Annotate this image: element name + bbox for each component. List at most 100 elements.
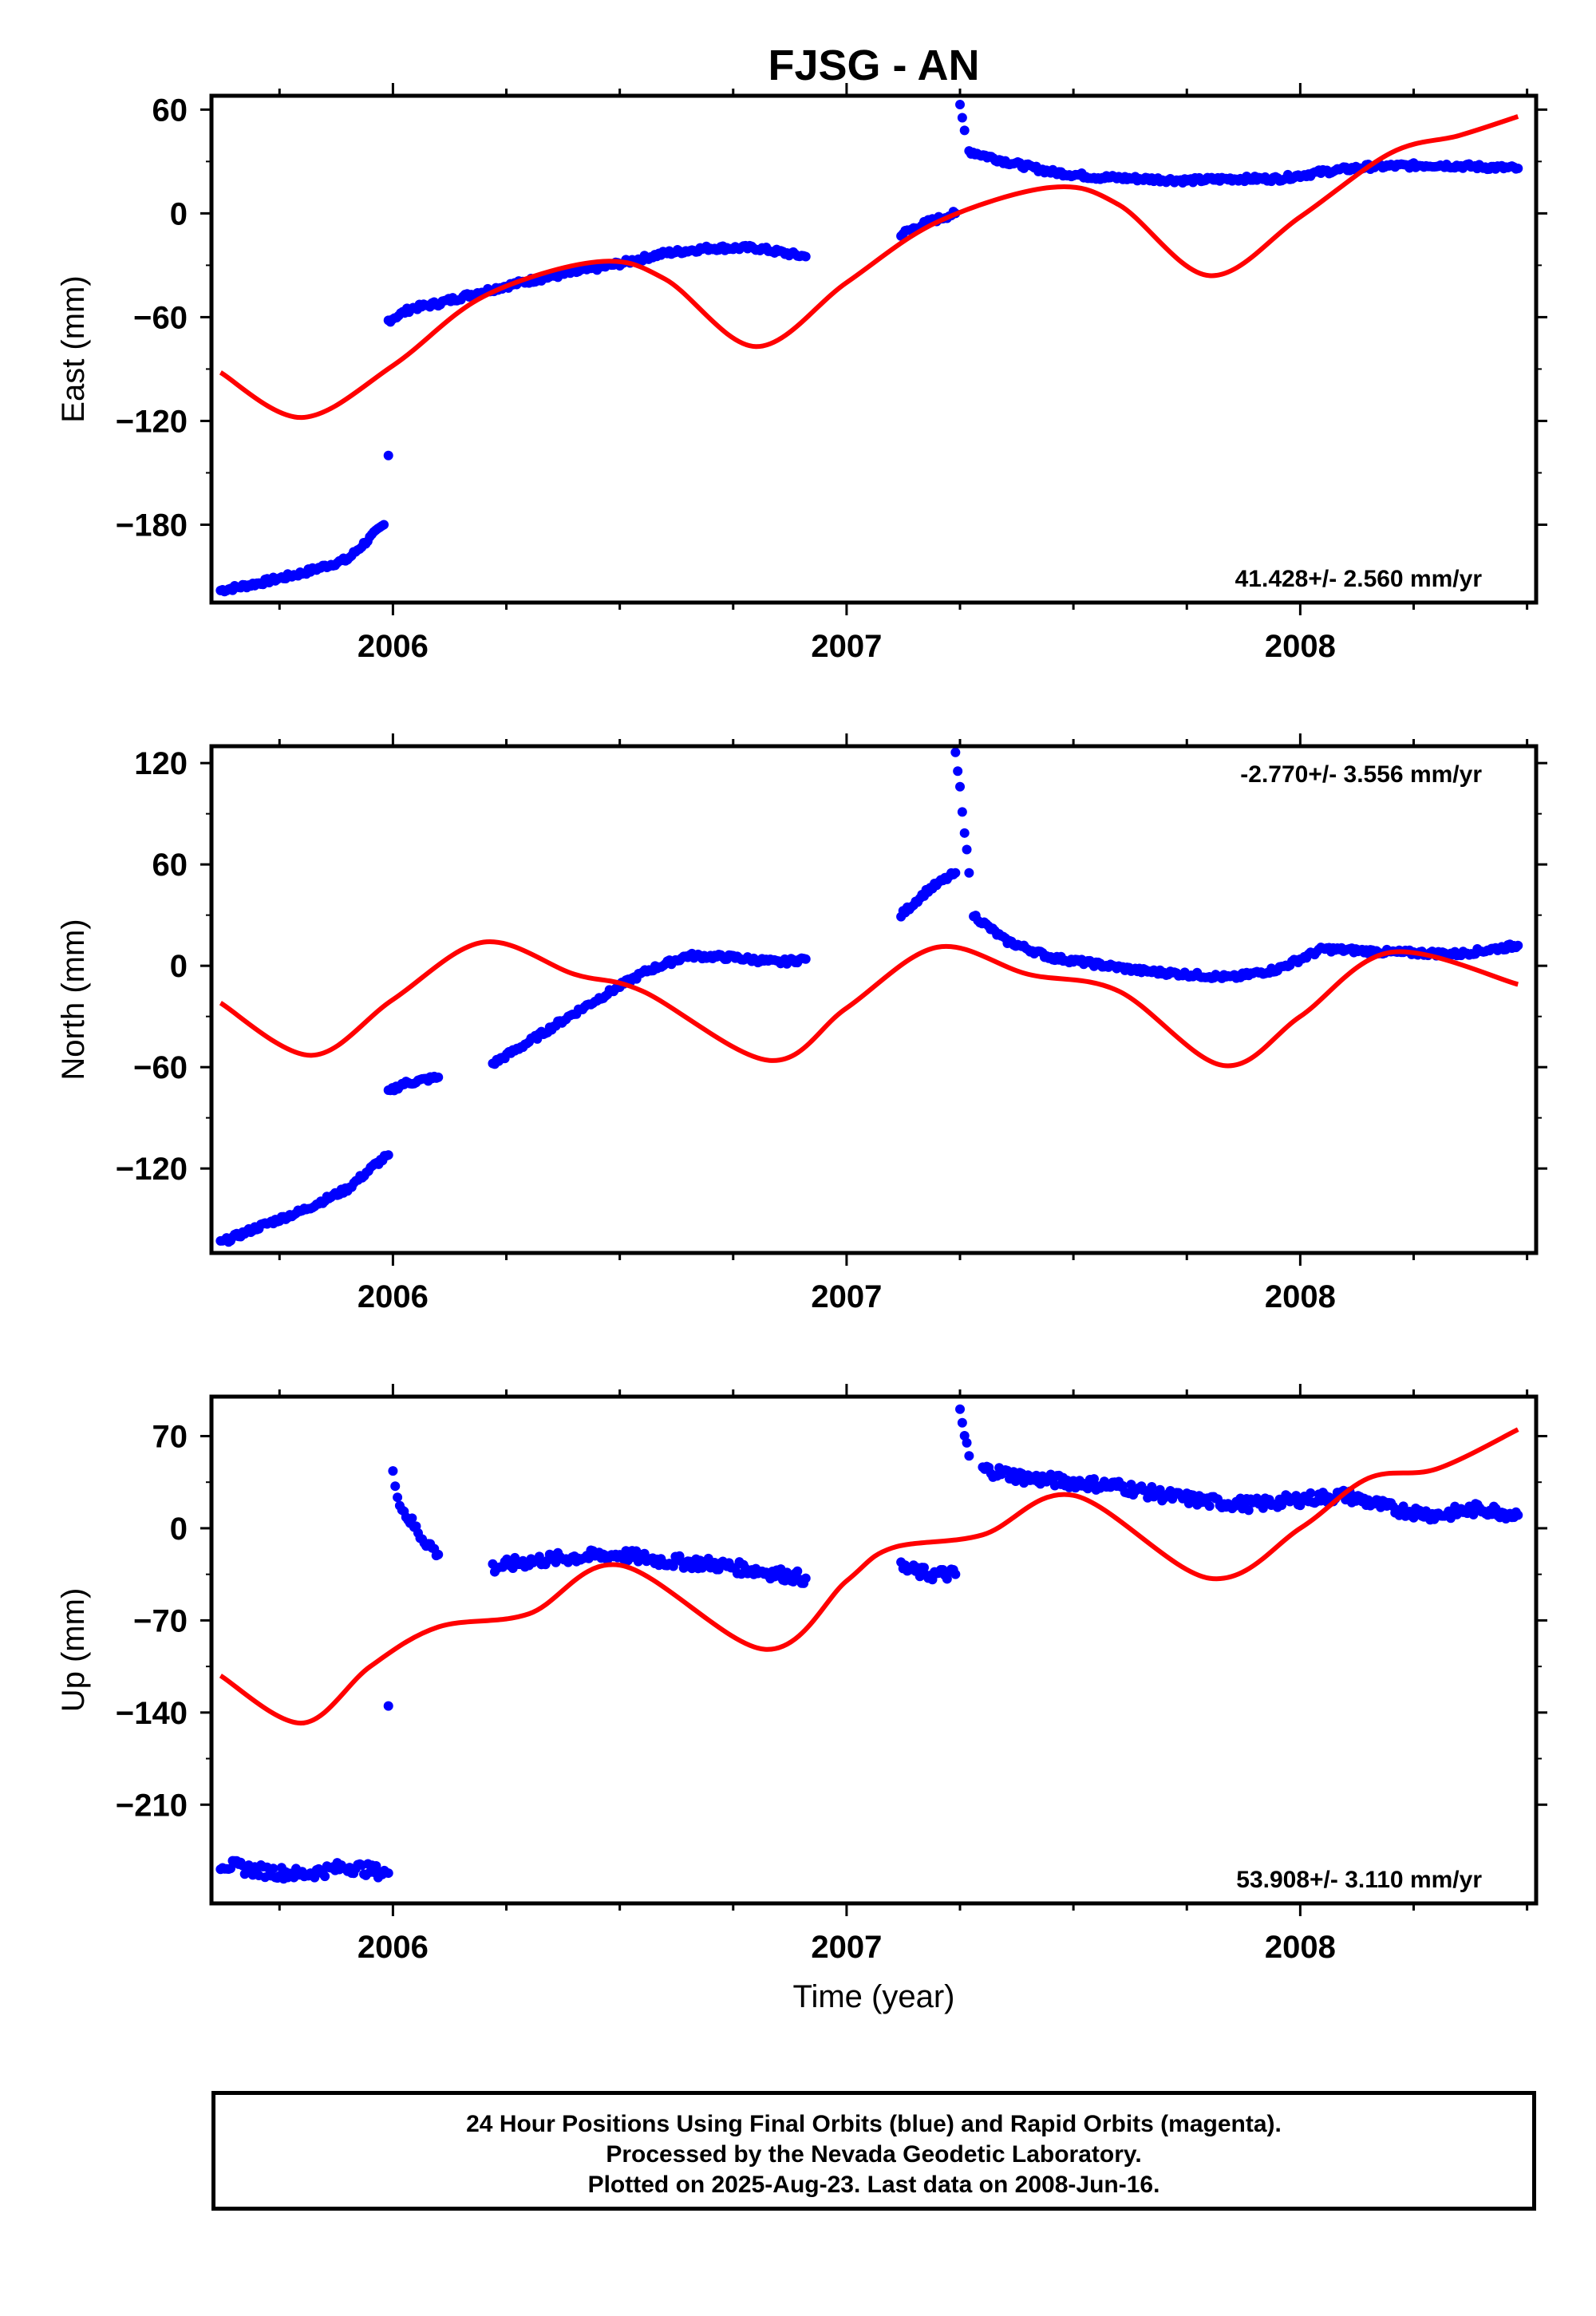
y-tick-label: −60 bbox=[133, 300, 188, 335]
footer-line-1: 24 Hour Positions Using Final Orbits (bl… bbox=[466, 2111, 1282, 2137]
y-axis-label: Up (mm) bbox=[56, 1588, 91, 1713]
panel-north: 120 60 0 −60 −120 2006 2007 2008 North (mm) -2.77… bbox=[56, 733, 1547, 1314]
observed-point bbox=[1468, 1509, 1479, 1520]
observed-point bbox=[1513, 940, 1523, 951]
observed-point bbox=[383, 1150, 393, 1160]
panel-frame bbox=[209, 93, 1539, 605]
observed-point bbox=[383, 1868, 393, 1879]
panel-east: 60 0 −60 −120 −180 2006 2007 2008 East (mm) 41.42… bbox=[56, 83, 1547, 664]
observed-point bbox=[226, 1863, 236, 1874]
observed-point bbox=[955, 100, 966, 110]
plot-area bbox=[215, 100, 1523, 597]
observed-point bbox=[962, 1437, 972, 1448]
observed-point bbox=[964, 1451, 974, 1461]
observed-point bbox=[957, 1417, 967, 1428]
footer-line-2: Processed by the Nevada Geodetic Laborat… bbox=[606, 2141, 1142, 2168]
observed-point bbox=[1243, 1505, 1254, 1516]
x-tick-label: 2006 bbox=[358, 629, 429, 664]
observed-point bbox=[964, 868, 974, 878]
observed-point bbox=[388, 1466, 398, 1476]
x-tick-label: 2008 bbox=[1265, 1279, 1336, 1314]
observed-point bbox=[393, 1492, 403, 1503]
observed-point bbox=[390, 1481, 401, 1492]
y-tick-label: 0 bbox=[170, 196, 188, 231]
observed-point bbox=[957, 807, 967, 817]
observed-point bbox=[1291, 1491, 1302, 1501]
observed-point bbox=[918, 1563, 929, 1573]
panel-frame bbox=[209, 1394, 1539, 1906]
observed-point bbox=[1306, 1488, 1316, 1498]
observed-point bbox=[433, 1549, 444, 1559]
observed-point bbox=[320, 1871, 330, 1882]
observed-point bbox=[310, 1872, 320, 1883]
observed-point bbox=[955, 781, 966, 792]
y-tick-label: 0 bbox=[170, 1512, 188, 1547]
observed-point bbox=[1204, 1501, 1215, 1512]
plot-area bbox=[215, 1404, 1523, 1884]
observed-point bbox=[950, 747, 961, 757]
y-tick-label: −120 bbox=[116, 1152, 188, 1187]
y-tick-label: 70 bbox=[152, 1419, 188, 1454]
y-tick-label: −70 bbox=[133, 1603, 188, 1638]
observed-point bbox=[800, 954, 811, 964]
observed-point bbox=[962, 844, 972, 855]
rate-label: 41.428+/- 2.560 mm/yr bbox=[1235, 566, 1483, 592]
observed-point bbox=[959, 828, 970, 838]
observed-point bbox=[534, 1551, 544, 1562]
x-tick-label: 2006 bbox=[358, 1930, 429, 1965]
rate-label: -2.770+/- 3.556 mm/yr bbox=[1240, 761, 1482, 788]
x-tick-label: 2006 bbox=[358, 1279, 429, 1314]
observed-point bbox=[407, 1513, 417, 1524]
observed-point bbox=[950, 1569, 961, 1579]
observed-point bbox=[668, 1561, 678, 1571]
footer-box: 24 Hour Positions Using Final Orbits (bl… bbox=[211, 2091, 1536, 2211]
chart-title: FJSG - AN bbox=[768, 41, 979, 89]
y-axis-label: East (mm) bbox=[56, 275, 91, 422]
observed-point bbox=[950, 868, 961, 878]
x-tick-label: 2007 bbox=[811, 629, 882, 664]
x-tick-label: 2007 bbox=[811, 1279, 882, 1314]
observed-point bbox=[371, 1860, 381, 1871]
y-tick-label: −180 bbox=[116, 508, 188, 543]
panel-up: 70 0 −70 −140 −210 2006 2007 2008 Up (mm) 53.908+… bbox=[56, 1384, 1547, 1965]
observed-point bbox=[1155, 1484, 1165, 1495]
model-line bbox=[219, 1427, 1519, 1726]
model-line bbox=[219, 939, 1519, 1069]
observed-point bbox=[379, 520, 389, 530]
y-tick-label: 120 bbox=[134, 746, 188, 781]
y-tick-label: −140 bbox=[116, 1696, 188, 1731]
observed-point bbox=[1513, 1510, 1523, 1520]
rate-label: 53.908+/- 3.110 mm/yr bbox=[1236, 1867, 1482, 1893]
y-tick-label: −60 bbox=[133, 1050, 188, 1085]
y-tick-label: −120 bbox=[116, 404, 188, 439]
observed-point bbox=[955, 1404, 966, 1414]
y-tick-label: 60 bbox=[152, 848, 188, 883]
observed-point bbox=[433, 1072, 444, 1082]
observed-point bbox=[957, 113, 967, 123]
model-line bbox=[219, 114, 1519, 421]
footer-line-3: Plotted on 2025-Aug-23. Last data on 200… bbox=[587, 2172, 1160, 2198]
observed-point bbox=[1147, 1481, 1157, 1492]
observed-point bbox=[942, 1574, 952, 1584]
y-tick-label: 0 bbox=[170, 949, 188, 984]
panel-frame bbox=[209, 744, 1539, 1255]
observed-point bbox=[383, 450, 393, 460]
x-tick-label: 2008 bbox=[1265, 1930, 1336, 1965]
observed-point bbox=[800, 1573, 811, 1583]
x-tick-label: 2008 bbox=[1265, 629, 1336, 664]
x-tick-label: 2007 bbox=[811, 1930, 882, 1965]
observed-point bbox=[383, 1701, 393, 1711]
observed-point bbox=[792, 1566, 803, 1576]
observed-point bbox=[268, 1863, 279, 1874]
observed-point bbox=[1513, 164, 1523, 174]
observed-point bbox=[1088, 1474, 1099, 1484]
observed-point bbox=[953, 766, 963, 777]
observed-point bbox=[800, 251, 811, 262]
y-tick-label: −210 bbox=[116, 1788, 188, 1823]
y-tick-label: 60 bbox=[152, 93, 188, 128]
x-axis-label: Time (year) bbox=[793, 1979, 955, 2014]
y-axis-label: North (mm) bbox=[56, 919, 91, 1080]
observed-point bbox=[959, 125, 970, 136]
observed-point bbox=[1408, 1512, 1419, 1523]
